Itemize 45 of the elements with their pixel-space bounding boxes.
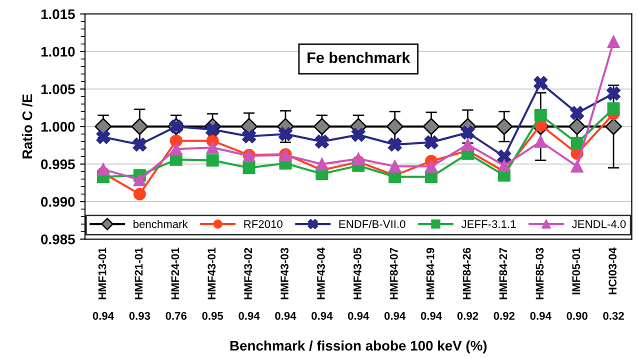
x-tick-label: HMF84-07: [390, 248, 398, 300]
y-tick-label: 1.015: [41, 9, 75, 20]
x-tick-label: HMF43-01: [208, 248, 216, 300]
text: 0.94: [348, 312, 370, 320]
text: 0.92: [457, 312, 478, 320]
x-tick-label: HMF13-01: [98, 248, 106, 300]
y-tick-label: 1.005: [41, 84, 75, 94]
text: 0.94: [530, 312, 552, 320]
text: 0.94: [238, 312, 260, 320]
legend-label: JEFF-3.1.1: [461, 220, 516, 228]
x-axis-title: Benchmark / fission abobe 100 keV (%): [230, 340, 487, 354]
x-tick-label: HCI03-04: [608, 248, 617, 294]
x-tick-label: HMF84-27: [499, 248, 508, 300]
x-tick-label: HMF43-05: [354, 248, 362, 300]
text: 0.32: [603, 312, 624, 320]
legend-label: benchmark: [134, 220, 188, 228]
x-tick-label: HMF84-26: [462, 248, 471, 300]
text: Fe benchmark: [308, 52, 410, 64]
y-tick-label: 0.990: [41, 196, 75, 207]
text: 0.94: [92, 312, 114, 320]
text: 0.94: [312, 312, 333, 320]
x-tick-label: HMF24-01: [171, 248, 180, 300]
text: 0.90: [566, 312, 588, 320]
text: 0.94: [384, 312, 406, 320]
y-tick-label: 0.995: [41, 159, 75, 170]
text: 0.76: [166, 312, 187, 320]
text: 0.94: [420, 312, 442, 320]
y-tick-label: 1.010: [41, 46, 75, 57]
text: 0.92: [494, 312, 515, 320]
legend-label: JENDL-4.0: [572, 220, 626, 228]
y-tick-label: 1.000: [41, 122, 75, 132]
x-tick-label: HMF84-19: [426, 248, 434, 300]
legend-label: RF2010: [244, 220, 282, 228]
x-tick-label: HMF85-03: [536, 248, 544, 300]
x-tick-label: IMF05-01: [572, 248, 580, 294]
x-tick-label: HMF43-03: [280, 248, 288, 300]
text: 0.95: [202, 312, 224, 320]
x-tick-label: HMF43-02: [244, 248, 252, 300]
text: 0.94: [275, 312, 296, 320]
x-tick-label: HMF43-04: [317, 248, 325, 300]
y-axis-title: Ratio C /E: [22, 94, 32, 158]
text: 0.93: [129, 312, 150, 320]
x-tick-label: HMF21-01: [134, 248, 143, 300]
legend-label: ENDF/B-VII.0: [339, 220, 406, 228]
y-tick-label: 0.985: [41, 234, 75, 244]
